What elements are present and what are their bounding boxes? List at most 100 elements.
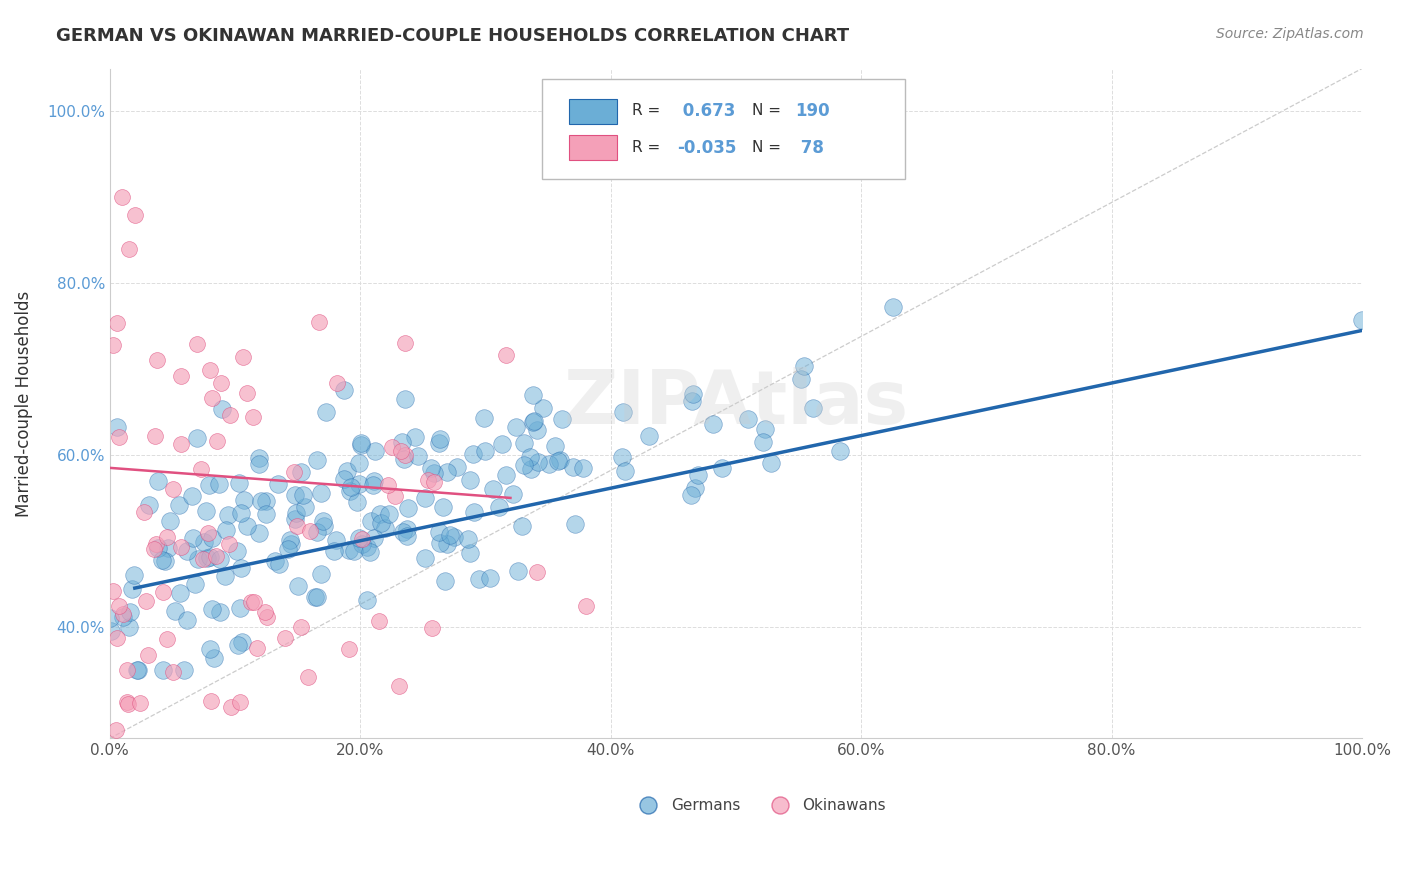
Point xyxy=(394,392,416,407)
Point xyxy=(394,448,416,462)
Point xyxy=(246,641,269,656)
Point xyxy=(280,537,302,551)
Point xyxy=(290,465,312,479)
Point xyxy=(737,412,759,426)
Point xyxy=(249,493,271,508)
Text: 190: 190 xyxy=(794,102,830,120)
Point xyxy=(290,620,312,634)
Point xyxy=(637,429,659,443)
Point xyxy=(356,593,378,607)
Point xyxy=(339,484,361,499)
Point xyxy=(368,507,391,521)
Point xyxy=(572,460,595,475)
Point xyxy=(117,698,139,712)
Point xyxy=(790,372,813,386)
Point xyxy=(218,408,240,422)
Point xyxy=(413,491,436,505)
Text: 0.673: 0.673 xyxy=(678,102,735,120)
Point xyxy=(544,439,567,453)
Point xyxy=(143,541,166,556)
Point xyxy=(307,524,329,539)
Point xyxy=(384,490,406,504)
Point xyxy=(367,614,389,628)
Point xyxy=(679,488,702,502)
Point xyxy=(352,532,374,546)
Point xyxy=(159,514,181,528)
Point xyxy=(793,359,815,373)
Point xyxy=(228,695,250,709)
Point xyxy=(112,610,135,624)
Point xyxy=(173,663,195,677)
Point xyxy=(103,337,125,351)
FancyBboxPatch shape xyxy=(541,78,905,179)
Point xyxy=(564,516,586,531)
Point xyxy=(1351,313,1374,327)
Point xyxy=(347,456,370,470)
Point xyxy=(186,551,208,566)
Point xyxy=(458,473,481,487)
Point xyxy=(198,363,221,377)
Point xyxy=(145,537,167,551)
Point xyxy=(481,483,503,497)
Point xyxy=(427,436,450,450)
Point xyxy=(156,530,179,544)
Point xyxy=(439,528,461,542)
Point xyxy=(389,444,412,458)
Point xyxy=(229,601,252,615)
Point xyxy=(118,620,141,634)
Point xyxy=(129,697,152,711)
Point xyxy=(308,315,330,329)
Point xyxy=(683,481,706,495)
Point xyxy=(309,566,332,581)
Point xyxy=(201,391,224,405)
Point xyxy=(105,723,128,737)
Point xyxy=(181,489,204,503)
Text: R =: R = xyxy=(631,103,665,119)
Point xyxy=(201,602,224,616)
Point xyxy=(163,604,186,618)
Point xyxy=(132,505,155,519)
Point xyxy=(396,500,419,515)
Point xyxy=(377,478,399,492)
Point xyxy=(197,525,219,540)
Point xyxy=(170,368,193,383)
Point xyxy=(446,459,468,474)
Point xyxy=(312,514,335,528)
Point xyxy=(416,473,439,487)
Point xyxy=(413,550,436,565)
Point xyxy=(156,541,179,555)
Point xyxy=(138,499,160,513)
Point xyxy=(191,551,214,566)
Point xyxy=(337,641,360,656)
Point xyxy=(284,487,307,501)
Point xyxy=(194,504,217,518)
Point xyxy=(228,476,250,491)
Point xyxy=(828,444,851,458)
Point xyxy=(115,695,138,709)
Point xyxy=(427,525,450,540)
Text: N =: N = xyxy=(752,103,786,119)
Point xyxy=(423,475,446,489)
Point xyxy=(612,405,634,419)
Point xyxy=(254,606,277,620)
Point xyxy=(105,316,128,330)
Point xyxy=(488,500,510,515)
Point xyxy=(356,540,378,554)
Point xyxy=(243,595,266,609)
Point xyxy=(143,428,166,442)
Point xyxy=(135,594,157,608)
Text: 78: 78 xyxy=(794,138,824,157)
Point xyxy=(381,440,404,454)
Point xyxy=(195,550,218,565)
Point xyxy=(363,444,385,458)
Point xyxy=(363,531,385,545)
Point xyxy=(299,524,322,538)
Text: Germans: Germans xyxy=(671,797,740,813)
Point xyxy=(233,492,256,507)
Point xyxy=(613,464,636,478)
Point xyxy=(575,599,598,614)
Point xyxy=(702,417,724,432)
Point xyxy=(200,694,222,708)
Point xyxy=(236,385,259,400)
Point xyxy=(266,477,288,491)
